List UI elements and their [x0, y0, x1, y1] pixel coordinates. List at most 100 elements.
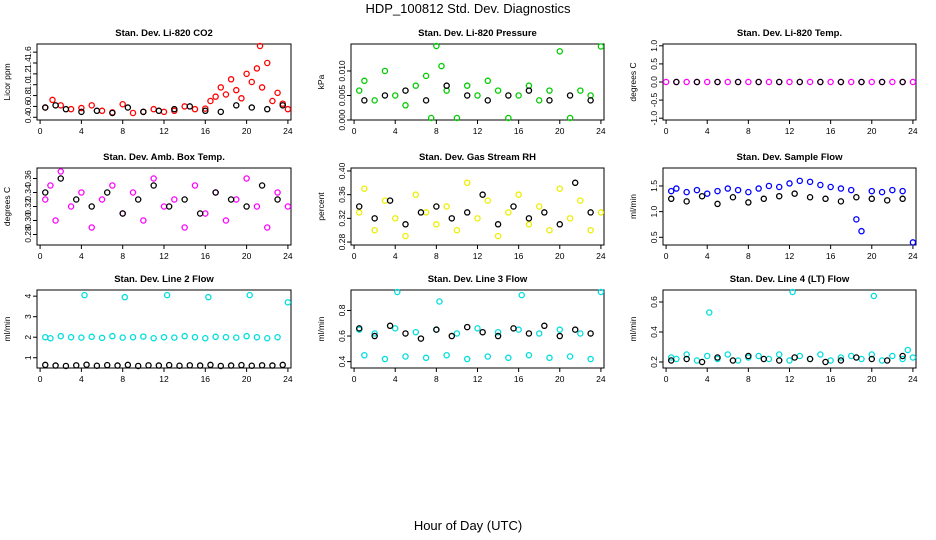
data-point-cyan	[47, 334, 54, 342]
x-tick-label: 8	[120, 251, 125, 261]
data-point-black	[667, 357, 675, 364]
data-point-yellow	[453, 226, 461, 234]
data-point-black	[714, 200, 721, 208]
x-tick-label: 24	[596, 251, 606, 261]
data-point-black	[525, 330, 533, 337]
data-point-black	[775, 357, 783, 364]
y-axis-label: degrees C	[2, 187, 12, 226]
chart-panel-4: Stan. Dev. Amb. Box Temp. 0 4 8 12 16 20 24 0.28…	[2, 152, 293, 261]
data-point-black	[417, 335, 425, 342]
x-tick-label: 12	[159, 251, 169, 261]
data-point-red	[129, 109, 137, 117]
y-tick-label: 1.0	[649, 40, 659, 52]
data-point-black	[806, 355, 814, 363]
chart-panel-2: Stan. Dev. Li-820 Pressure 0 4 8 12 16 20 24 0.0…	[316, 28, 606, 136]
data-point-cyan	[683, 351, 690, 358]
data-point-cyan	[109, 332, 116, 340]
data-point-black	[868, 355, 876, 363]
y-tick-label: 0.32	[23, 198, 33, 215]
data-point-black	[693, 78, 701, 86]
data-point-red	[202, 105, 209, 112]
data-point-blue	[734, 186, 742, 194]
data-point-cyan	[899, 355, 906, 363]
y-tick-label: 0.005	[337, 85, 347, 107]
chart-panel-9: Stan. Dev. Line 4 (LT) Flow 0 4 8 12 16 20 24 0.…	[628, 274, 918, 384]
chart-panel-3: Stan. Dev. Li-820 Temp. 0 4 8 12 16 20 24 -1.0 -0…	[628, 28, 918, 136]
x-tick-label: 0	[38, 251, 43, 261]
x-tick-label: 20	[867, 251, 877, 261]
data-point-yellow	[494, 232, 502, 240]
plot-frame	[350, 167, 605, 246]
plot-frame	[36, 43, 292, 121]
x-tick-label: 4	[393, 374, 398, 384]
data-point-cyan	[436, 298, 443, 305]
data-point-black	[541, 209, 548, 216]
data-point-blue	[806, 178, 814, 186]
x-tick-label: 24	[596, 126, 606, 136]
data-point-yellow	[422, 209, 430, 216]
data-point-cyan	[284, 299, 292, 306]
x-tick-label: 4	[79, 126, 84, 136]
plot-frame	[36, 167, 292, 246]
data-point-green	[433, 42, 440, 50]
y-tick-label: 0.30	[23, 212, 33, 229]
data-point-magenta	[724, 78, 732, 86]
data-point-magenta	[786, 78, 793, 86]
data-point-yellow	[587, 226, 594, 234]
data-point-black	[775, 192, 783, 200]
data-point-black	[822, 358, 829, 366]
data-point-black	[269, 362, 276, 369]
data-point-yellow	[381, 197, 389, 204]
data-point-black	[417, 209, 425, 216]
data-point-cyan	[67, 333, 75, 341]
data-point-green	[505, 114, 512, 122]
data-point-black	[566, 92, 574, 99]
data-point-black	[155, 362, 163, 369]
data-point-black	[124, 361, 132, 369]
data-point-magenta	[233, 196, 240, 203]
data-point-black	[899, 78, 906, 86]
x-tick-label: 8	[434, 251, 439, 261]
plot-frame	[662, 167, 917, 246]
data-point-red	[49, 96, 56, 104]
chart-panel-5: Stan. Dev. Gas Stream RH 0 4 8 12 16 20 24 0.28 0…	[316, 152, 606, 261]
data-point-black	[196, 210, 204, 217]
data-point-black	[463, 209, 471, 216]
data-point-red	[256, 42, 264, 50]
data-point-blue	[775, 183, 783, 191]
data-point-black	[525, 215, 533, 222]
data-point-cyan	[274, 333, 281, 341]
data-point-cyan	[484, 353, 492, 360]
data-point-magenta	[274, 189, 281, 196]
x-tick-label: 8	[746, 126, 751, 136]
y-tick-label: 0.2	[649, 356, 659, 368]
data-point-green	[484, 77, 492, 85]
data-point-yellow	[474, 215, 481, 222]
data-point-black	[279, 102, 286, 109]
y-tick-label: 1.5	[649, 180, 659, 192]
data-point-black	[868, 195, 876, 203]
data-point-green	[474, 92, 481, 99]
data-point-cyan	[81, 291, 88, 299]
data-point-black	[402, 330, 409, 337]
data-point-cyan	[734, 357, 742, 364]
data-point-magenta	[78, 189, 85, 196]
data-point-blue	[703, 190, 711, 197]
data-point-black	[140, 108, 147, 116]
data-point-black	[745, 352, 752, 360]
data-point-red	[243, 70, 250, 78]
data-point-green	[371, 97, 378, 104]
data-point-magenta	[67, 203, 75, 210]
x-tick-label: 4	[393, 251, 398, 261]
y-tick-label: 1.2	[23, 68, 33, 80]
x-tick-label: 0	[38, 374, 43, 384]
data-point-cyan	[909, 354, 917, 361]
data-point-black	[103, 361, 111, 369]
data-point-red	[284, 105, 292, 113]
data-point-black	[248, 104, 256, 111]
data-point-cyan	[243, 332, 250, 340]
x-tick-label: 4	[705, 251, 710, 261]
data-point-cyan	[775, 351, 783, 358]
data-point-cyan	[233, 334, 240, 341]
